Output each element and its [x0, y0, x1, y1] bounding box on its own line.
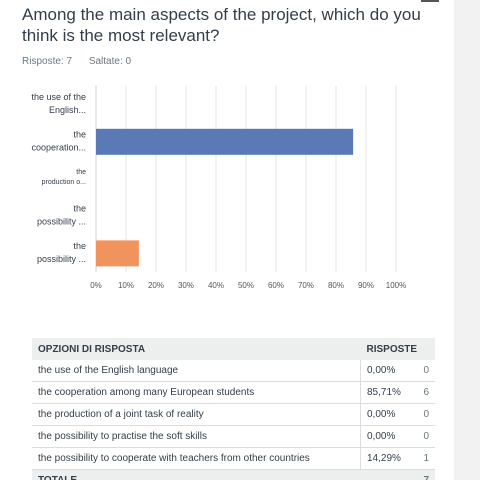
header-responses: RISPOSTE	[360, 338, 435, 360]
option-label: the use of the English language	[32, 360, 361, 382]
option-percent: 14,29%	[360, 447, 409, 470]
table-row: the use of the English language 0,00% 0	[32, 360, 435, 382]
survey-panel: Among the main aspects of the project, w…	[0, 0, 454, 480]
x-tick-label: 90%	[358, 281, 374, 290]
x-tick-label: 100%	[386, 281, 406, 290]
category-label: the cooperation...	[31, 129, 86, 152]
option-count: 0	[409, 425, 435, 448]
option-label: the possibility to cooperate with teache…	[32, 447, 361, 470]
page-background	[454, 0, 480, 480]
option-count: 0	[409, 360, 435, 382]
header-options: OPZIONI DI RISPOSTA	[32, 338, 361, 360]
x-tick-label: 70%	[298, 281, 314, 290]
category-label-line: production o...	[42, 179, 86, 186]
category-label-line: possibility ...	[37, 217, 86, 227]
table-header-row: OPZIONI DI RISPOSTA RISPOSTE	[32, 338, 435, 360]
category-label: the possibility ...	[37, 241, 86, 264]
bar-chart: 0% 10% 20% 30% 40% 50% 60% 70% 80% 90% 100% the use…	[31, 86, 406, 290]
option-percent: 0,00%	[360, 403, 409, 426]
x-tick-label: 60%	[268, 281, 284, 290]
total-label: TOTALE	[32, 469, 361, 480]
category-label-line: the	[73, 204, 86, 214]
option-count: 0	[409, 403, 435, 426]
category-label-line: the	[76, 169, 86, 176]
option-label: the production of a joint task of realit…	[32, 403, 361, 426]
category-label: the possibility ...	[37, 204, 86, 227]
question-title: Among the main aspects of the project, w…	[22, 5, 421, 45]
option-label: the cooperation among many European stud…	[32, 381, 361, 404]
x-tick-label: 10%	[118, 281, 134, 290]
option-count: 1	[409, 447, 435, 470]
x-tick-label: 80%	[328, 281, 344, 290]
x-tick-label: 40%	[208, 281, 224, 290]
option-label: the possibility to practise the soft ski…	[32, 425, 361, 448]
response-stats: Risposte: 7 Saltate: 0	[22, 56, 131, 67]
bar	[96, 128, 354, 155]
skipped-count: Saltate: 0	[88, 56, 132, 67]
option-count: 6	[409, 381, 435, 404]
category-label-line: the	[73, 129, 86, 139]
table-row: the possibility to cooperate with teache…	[32, 447, 435, 470]
responses-table: OPZIONI DI RISPOSTA RISPOSTE the use of …	[32, 338, 435, 480]
table-row: the cooperation among many European stud…	[32, 381, 435, 404]
total-row: TOTALE 7	[32, 469, 435, 480]
category-label-line: the	[73, 241, 86, 251]
bar	[96, 240, 139, 267]
x-tick-label: 30%	[178, 281, 194, 290]
category-label-line: the use of the	[31, 92, 86, 102]
option-percent: 85,71%	[360, 381, 409, 404]
category-label-line: cooperation...	[31, 142, 86, 152]
total-spacer	[360, 469, 409, 480]
table-row: the production of a joint task of realit…	[32, 403, 435, 426]
x-tick-label: 50%	[238, 281, 254, 290]
answered-count: Risposte: 7	[22, 56, 73, 67]
category-label-line: English...	[49, 105, 86, 115]
option-percent: 0,00%	[360, 425, 409, 448]
total-count: 7	[409, 469, 435, 480]
table-row: the possibility to practise the soft ski…	[32, 425, 435, 448]
corner-divider	[421, 0, 439, 2]
x-tick-label: 20%	[148, 281, 164, 290]
option-percent: 0,00%	[360, 360, 409, 382]
category-label: the production o...	[42, 169, 86, 186]
category-label-line: possibility ...	[37, 254, 86, 264]
x-tick-label: 0%	[90, 281, 102, 290]
category-label: the use of the English...	[31, 92, 86, 115]
